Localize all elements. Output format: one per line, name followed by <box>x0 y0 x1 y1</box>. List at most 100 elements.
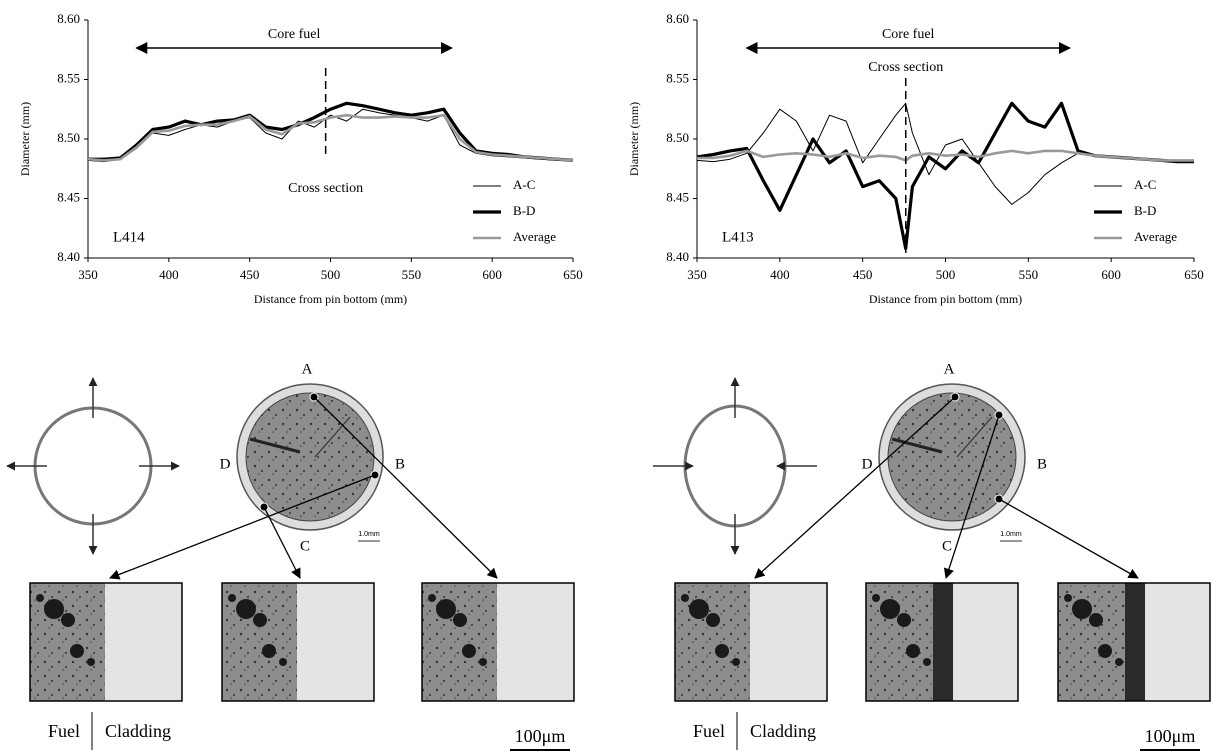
micrograph-frame <box>29 582 183 702</box>
legend-label: Average <box>1134 229 1177 244</box>
position-label: A <box>302 361 313 377</box>
legend-label: A-C <box>1134 177 1156 192</box>
micrograph-fuel <box>1058 583 1133 701</box>
pore <box>36 594 44 602</box>
pore <box>689 599 709 619</box>
pore <box>70 644 84 658</box>
micrograph-fuel <box>422 583 497 701</box>
legend-label: Average <box>513 229 556 244</box>
pore <box>1115 658 1123 666</box>
micrograph-frame <box>1057 582 1211 702</box>
pore <box>897 613 911 627</box>
crack <box>956 416 993 458</box>
y-axis-label: Diameter (mm) <box>18 102 32 176</box>
pointer-arrow <box>313 396 498 579</box>
crack <box>314 416 351 458</box>
micrograph-cladding <box>1133 583 1210 701</box>
x-tick-label: 550 <box>1019 267 1039 282</box>
orientation-ellipse <box>683 404 787 528</box>
position-label: D <box>862 456 873 472</box>
y-tick-label: 8.40 <box>666 249 689 264</box>
y-tick-label: 8.45 <box>666 189 689 204</box>
y-tick-label: 8.60 <box>57 11 80 26</box>
sample-label: L414 <box>113 229 145 245</box>
scale-bar-label: 100μm <box>515 726 566 746</box>
pore <box>236 599 256 619</box>
micrograph-fuel <box>675 583 750 701</box>
micrograph-frame <box>221 582 375 702</box>
orientation-circle <box>33 406 153 526</box>
micrograph-cladding <box>941 583 1018 701</box>
pore <box>923 658 931 666</box>
cladding-label: Cladding <box>105 721 171 741</box>
micrograph-frame <box>674 582 828 702</box>
legend-label: B-D <box>1134 203 1156 218</box>
pointer-arrow <box>263 506 301 579</box>
y-tick-label: 8.45 <box>57 189 80 204</box>
y-axis-label: Diameter (mm) <box>627 102 641 176</box>
y-tick-label: 8.60 <box>666 11 689 26</box>
cross-section-label: Cross section <box>288 181 363 196</box>
pore <box>906 644 920 658</box>
x-tick-label: 350 <box>78 267 98 282</box>
legend-label: A-C <box>513 177 535 192</box>
series-line <box>696 102 1195 205</box>
pore <box>279 658 287 666</box>
sample-label: L413 <box>722 229 754 245</box>
fuel-label: Fuel <box>693 721 725 741</box>
pointer-arrow <box>754 396 956 579</box>
micrograph-fuel <box>30 583 105 701</box>
x-tick-label: 500 <box>936 267 956 282</box>
pore <box>61 613 75 627</box>
micrograph-cladding <box>497 583 574 701</box>
cross-section-label: Cross section <box>868 60 943 75</box>
pore <box>715 644 729 658</box>
section-scale: 1.0mm <box>358 531 380 538</box>
position-label: D <box>220 456 231 472</box>
pore <box>453 613 467 627</box>
x-tick-label: 650 <box>1184 267 1204 282</box>
x-tick-label: 500 <box>321 267 341 282</box>
x-tick-label: 400 <box>159 267 179 282</box>
micrograph-cladding <box>750 583 827 701</box>
x-tick-label: 550 <box>402 267 422 282</box>
pore <box>262 644 276 658</box>
pore <box>436 599 456 619</box>
micrograph-cladding <box>297 583 374 701</box>
pore <box>253 613 267 627</box>
section-scale: 1.0mm <box>1000 531 1022 538</box>
series-line <box>696 101 1194 251</box>
position-label: C <box>942 538 952 554</box>
y-tick-label: 8.55 <box>666 70 689 85</box>
pore <box>681 594 689 602</box>
pore <box>1064 594 1072 602</box>
pore <box>228 594 236 602</box>
pointer-arrow <box>943 414 1000 579</box>
pore <box>1072 599 1092 619</box>
y-tick-label: 8.55 <box>57 70 80 85</box>
pore <box>428 594 436 602</box>
pore <box>1089 613 1103 627</box>
x-tick-label: 450 <box>853 267 873 282</box>
micrograph-frame <box>421 582 575 702</box>
core-fuel-label: Core fuel <box>882 27 935 42</box>
position-label: A <box>944 361 955 377</box>
position-label: C <box>300 538 310 554</box>
pore <box>479 658 487 666</box>
pointer-arrow <box>109 474 376 580</box>
series-line <box>697 149 1194 162</box>
x-axis-label: Distance from pin bottom (mm) <box>869 292 1022 306</box>
y-tick-label: 8.50 <box>666 130 689 145</box>
pore <box>1098 644 1112 658</box>
y-tick-label: 8.40 <box>57 249 80 264</box>
pore <box>462 644 476 658</box>
micrograph-frame <box>865 582 1019 702</box>
pore <box>87 658 95 666</box>
fuel-label: Fuel <box>48 721 80 741</box>
x-tick-label: 450 <box>240 267 260 282</box>
pore <box>44 599 64 619</box>
x-tick-label: 650 <box>563 267 583 282</box>
x-axis-label: Distance from pin bottom (mm) <box>254 292 407 306</box>
pore <box>872 594 880 602</box>
